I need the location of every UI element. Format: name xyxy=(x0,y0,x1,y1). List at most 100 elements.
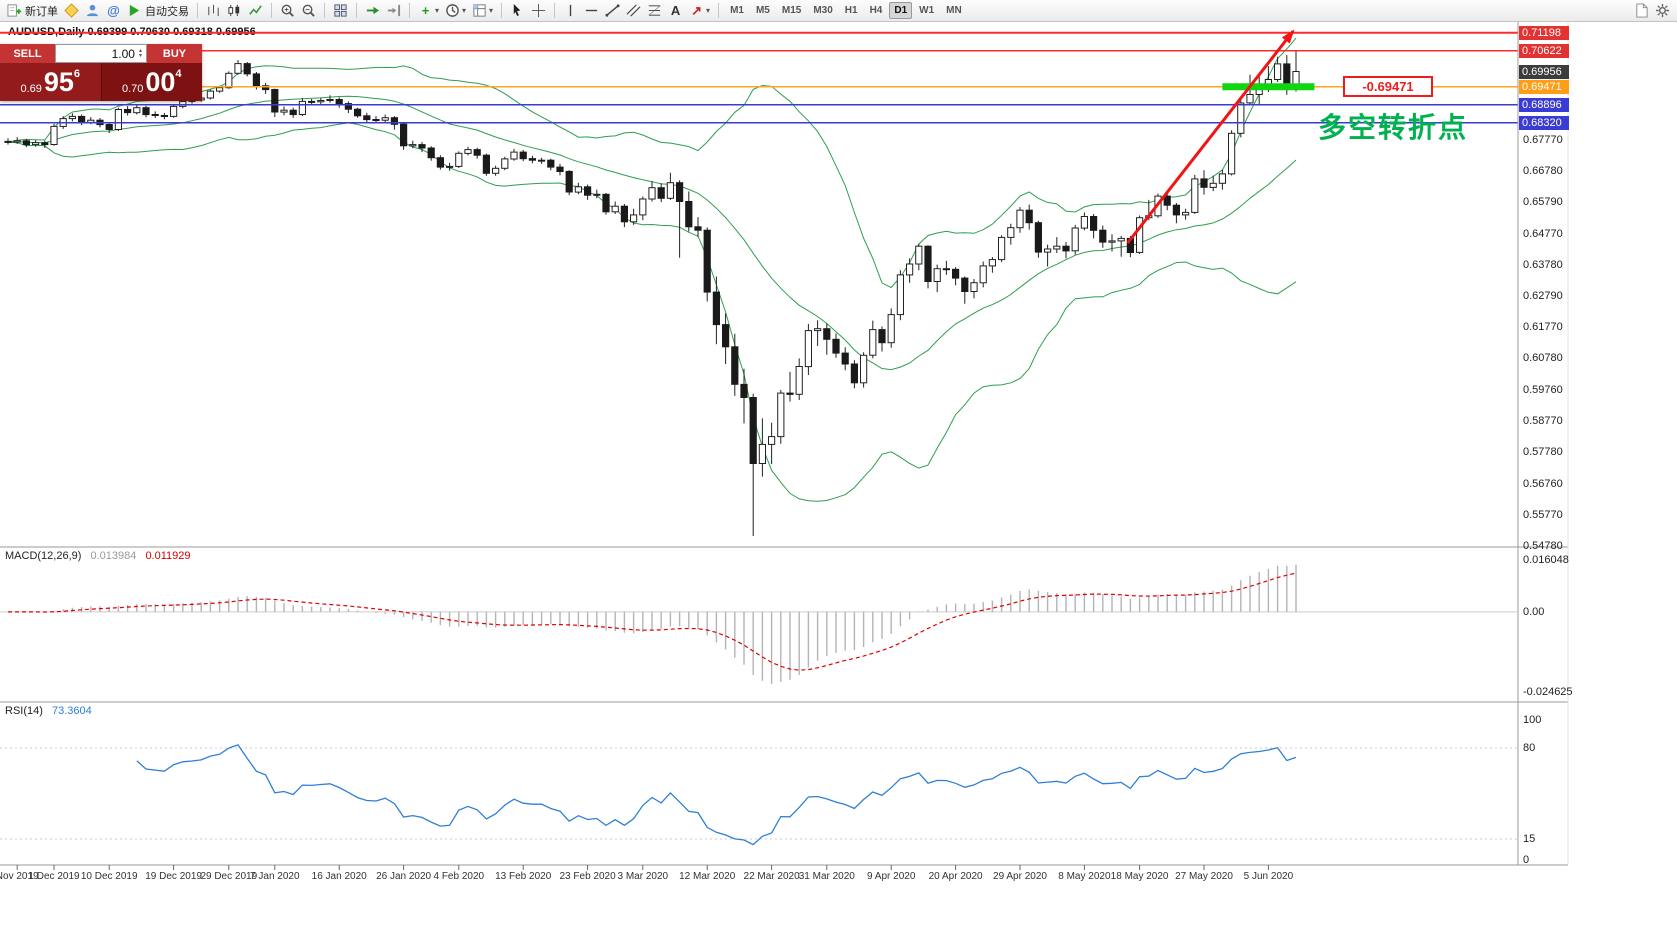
one-click-trading-panel: SELL 1.00 ▴ ▾ BUY 0.69 95 6 0.70 00 4 xyxy=(0,44,202,101)
bollinger-band-u xyxy=(7,37,1297,289)
volume-stepper[interactable]: ▴ ▾ xyxy=(138,47,142,59)
timeframe-m5[interactable]: M5 xyxy=(755,5,770,16)
document-icon xyxy=(1634,3,1649,18)
indicators-icon: + xyxy=(421,3,430,18)
price-scale-label: 0.59760 xyxy=(1523,384,1563,397)
timeframe-mn[interactable]: MN xyxy=(946,5,962,16)
macd-name: MACD(12,26,9) xyxy=(5,550,82,562)
timeframe-m15[interactable]: M15 xyxy=(781,5,802,16)
date-label: 19 Dec 2019 xyxy=(145,871,202,882)
trendline-button[interactable] xyxy=(602,1,623,20)
crosshair-button[interactable] xyxy=(528,1,549,20)
volume-input[interactable]: 1.00 ▴ ▾ xyxy=(55,44,147,63)
timeframe-d1[interactable]: D1 xyxy=(889,2,913,19)
text-button[interactable]: A xyxy=(665,1,686,20)
sell-price-display[interactable]: 0.69 95 6 xyxy=(0,63,101,101)
tile-windows-button[interactable] xyxy=(330,1,351,20)
date-label: 13 Feb 2020 xyxy=(495,871,552,882)
rsi-scale-label: 15 xyxy=(1523,833,1536,845)
date-label: 18 May 2020 xyxy=(1110,871,1169,882)
bull-candles xyxy=(13,63,1300,464)
zoom-out-button[interactable] xyxy=(298,1,319,20)
timeframe-h1[interactable]: H1 xyxy=(844,5,858,16)
rsi-indicator-label: RSI(14) 73.3604 xyxy=(5,705,92,717)
indicators-button[interactable]: + ▾ xyxy=(415,1,442,20)
macd-signal-value: 0.011929 xyxy=(145,550,191,562)
date-label: 9 Apr 2020 xyxy=(867,871,916,882)
date-label: Nov 2019 xyxy=(0,871,39,882)
candle-chart-button[interactable] xyxy=(224,1,245,20)
date-label: 26 Jan 2020 xyxy=(376,871,432,882)
buy-price-display[interactable]: 0.70 00 4 xyxy=(100,63,202,101)
timeframe-w1[interactable]: W1 xyxy=(919,5,935,16)
candle-chart-icon xyxy=(227,3,242,18)
toolbar-separator xyxy=(501,3,503,18)
zoom-out-icon xyxy=(301,3,316,18)
macd-histogram xyxy=(16,564,1297,684)
price-scale-label: 0.66780 xyxy=(1523,164,1563,177)
zoom-in-icon xyxy=(280,3,295,18)
auto-scroll-button[interactable] xyxy=(362,1,383,20)
zoom-in-button[interactable] xyxy=(277,1,298,20)
channel-button[interactable] xyxy=(623,1,644,20)
buy-button[interactable]: BUY xyxy=(147,44,202,63)
new-order-button[interactable]: 新订单 xyxy=(4,1,61,20)
bollinger-band-l xyxy=(7,122,1297,502)
date-axis[interactable]: Nov 2019 1 Dec 2019 10 Dec 2019 19 Dec 2019… xyxy=(0,868,1518,888)
periods-button[interactable]: ▾ xyxy=(442,1,469,20)
ask-big-digits: 00 xyxy=(145,66,176,97)
caret-down-icon: ▾ xyxy=(489,6,494,15)
date-label: 23 Feb 2020 xyxy=(559,871,616,882)
macd-scale-label: 0.00 xyxy=(1523,605,1545,618)
community-button[interactable]: @ xyxy=(103,1,124,20)
gear-icon xyxy=(1655,3,1670,18)
timeframe-h4[interactable]: H4 xyxy=(869,5,883,16)
autotrade-button-label: 自动交易 xyxy=(145,5,189,18)
horizontal-line-button[interactable] xyxy=(581,1,602,20)
autotrade-button[interactable]: 自动交易 xyxy=(124,1,192,20)
rsi-scale-label: 80 xyxy=(1523,742,1536,754)
templates-button[interactable]: ▾ xyxy=(469,1,496,20)
price-tag-0.69956: 0.69956 xyxy=(1519,64,1569,79)
fibonacci-button[interactable] xyxy=(644,1,665,20)
date-label: 22 Mar 2020 xyxy=(743,871,800,882)
new-order-icon xyxy=(7,3,22,18)
price-scale-label: 0.62790 xyxy=(1523,289,1563,302)
price-scale-label: 0.55770 xyxy=(1523,509,1563,522)
price-scale-label: 0.67770 xyxy=(1523,133,1563,146)
line-chart-button[interactable] xyxy=(245,1,266,20)
cursor-button[interactable] xyxy=(507,1,528,20)
macd-main-value: 0.013984 xyxy=(90,550,137,562)
date-label: 27 May 2020 xyxy=(1175,871,1233,882)
price-tag-0.68320: 0.68320 xyxy=(1519,115,1569,130)
vertical-line-button[interactable] xyxy=(560,1,581,20)
macd-indicator-label: MACD(12,26,9) 0.013984 0.011929 xyxy=(5,550,191,562)
arrows-button[interactable]: ↗ ▾ xyxy=(686,1,713,20)
vertical-line-icon xyxy=(563,3,578,18)
channel-icon xyxy=(626,3,641,18)
bid-pip-digit: 6 xyxy=(73,68,81,80)
toolbar-separator xyxy=(554,3,556,18)
price-axis[interactable]: 0.71198 0.70622 0.69956 0.69471 0.68896 0.683… xyxy=(1518,0,1578,944)
sell-button[interactable]: SELL xyxy=(0,44,55,63)
document-button[interactable] xyxy=(1631,1,1652,20)
price-tag-0.71198: 0.71198 xyxy=(1519,25,1569,40)
rsi-scale-label: 100 xyxy=(1523,714,1542,726)
bid-big-digits: 95 xyxy=(43,66,74,97)
date-label: 10 Dec 2019 xyxy=(80,871,138,882)
timeframe-m1[interactable]: M1 xyxy=(730,5,744,16)
price-callout[interactable]: -0.69471 xyxy=(1343,76,1433,97)
toolbar-separator xyxy=(271,3,272,18)
profile-button[interactable] xyxy=(82,1,103,20)
caret-down-icon: ▾ xyxy=(462,6,467,15)
metaeditor-button[interactable] xyxy=(61,1,82,20)
chart-shift-button[interactable] xyxy=(383,1,404,20)
price-scale-label: 0.61770 xyxy=(1523,321,1563,334)
timeframe-m30[interactable]: M30 xyxy=(813,5,833,16)
gear-button[interactable] xyxy=(1652,1,1673,20)
bar-chart-button[interactable] xyxy=(203,1,224,20)
price-scale-label: 0.56760 xyxy=(1523,478,1563,491)
trend-arrow[interactable] xyxy=(1126,29,1295,244)
